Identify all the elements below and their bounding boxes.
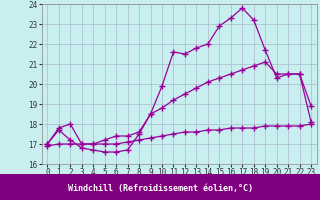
Text: Windchill (Refroidissement éolien,°C): Windchill (Refroidissement éolien,°C) [68,184,252,193]
